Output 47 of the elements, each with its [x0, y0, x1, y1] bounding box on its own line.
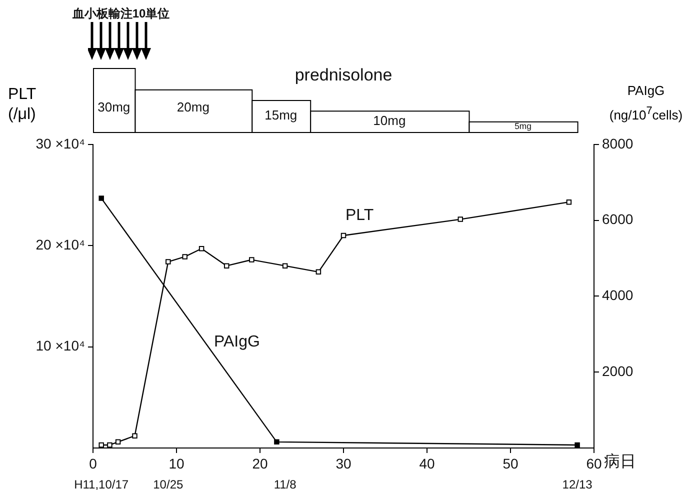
y-tick-label: 30 ×10⁴ [36, 135, 85, 152]
point [115, 439, 121, 445]
data-label: 20mg [176, 100, 210, 115]
y-tick-label: 10 ×10⁴ [36, 338, 85, 354]
x-tick-label: 0 [89, 455, 98, 472]
x2-tick-label: 11/8 [274, 478, 297, 490]
data-label: 15mg [264, 108, 298, 123]
x2-tick-label: 12/13 [562, 478, 593, 490]
x2-tick-label: 10/25 [153, 478, 184, 490]
point [458, 216, 464, 222]
y2-axis-title: PAIgG (ng/10$^{7}$cells) [608, 82, 684, 124]
point [98, 196, 104, 201]
x-tick-label: 20 [252, 455, 268, 472]
point [574, 442, 580, 448]
x-axis-title: 病日 [604, 452, 636, 470]
y2-tick-label: 6000 [602, 211, 634, 228]
point [132, 433, 138, 438]
x-tick-label: 10 [168, 455, 184, 472]
text: 血小板輸注10単位 [71, 6, 170, 20]
point [340, 232, 346, 238]
point [107, 442, 112, 448]
data-label: 5mg [514, 121, 532, 132]
series-label: PAIgG [214, 334, 260, 351]
x-tick-label: 50 [502, 455, 518, 472]
x-tick-label: 30 [336, 455, 352, 472]
x2-tick-label: H11,10/17 [74, 478, 129, 490]
x-tick-label: 40 [419, 455, 435, 472]
y-tick-label: 20 ×10⁴ [36, 236, 85, 252]
point [282, 263, 288, 268]
x-tick-label: 60 [586, 455, 602, 472]
point [224, 263, 230, 268]
point [566, 199, 572, 205]
data-label: 30mg [98, 100, 130, 115]
point [249, 257, 254, 262]
y2-tick-label: 2000 [602, 362, 634, 379]
y2-tick-label: 8000 [602, 135, 634, 152]
point [182, 254, 188, 260]
point [316, 269, 322, 275]
point [198, 246, 204, 252]
y-axis-title: PLT (/μl) [8, 86, 36, 123]
point [274, 439, 280, 445]
data-label: 10mg [373, 112, 406, 128]
point [166, 259, 171, 264]
series-label: PLT [346, 206, 374, 224]
point [98, 442, 104, 448]
chart-title: prednisolone [294, 66, 392, 85]
y2-tick-label: 4000 [602, 287, 634, 304]
